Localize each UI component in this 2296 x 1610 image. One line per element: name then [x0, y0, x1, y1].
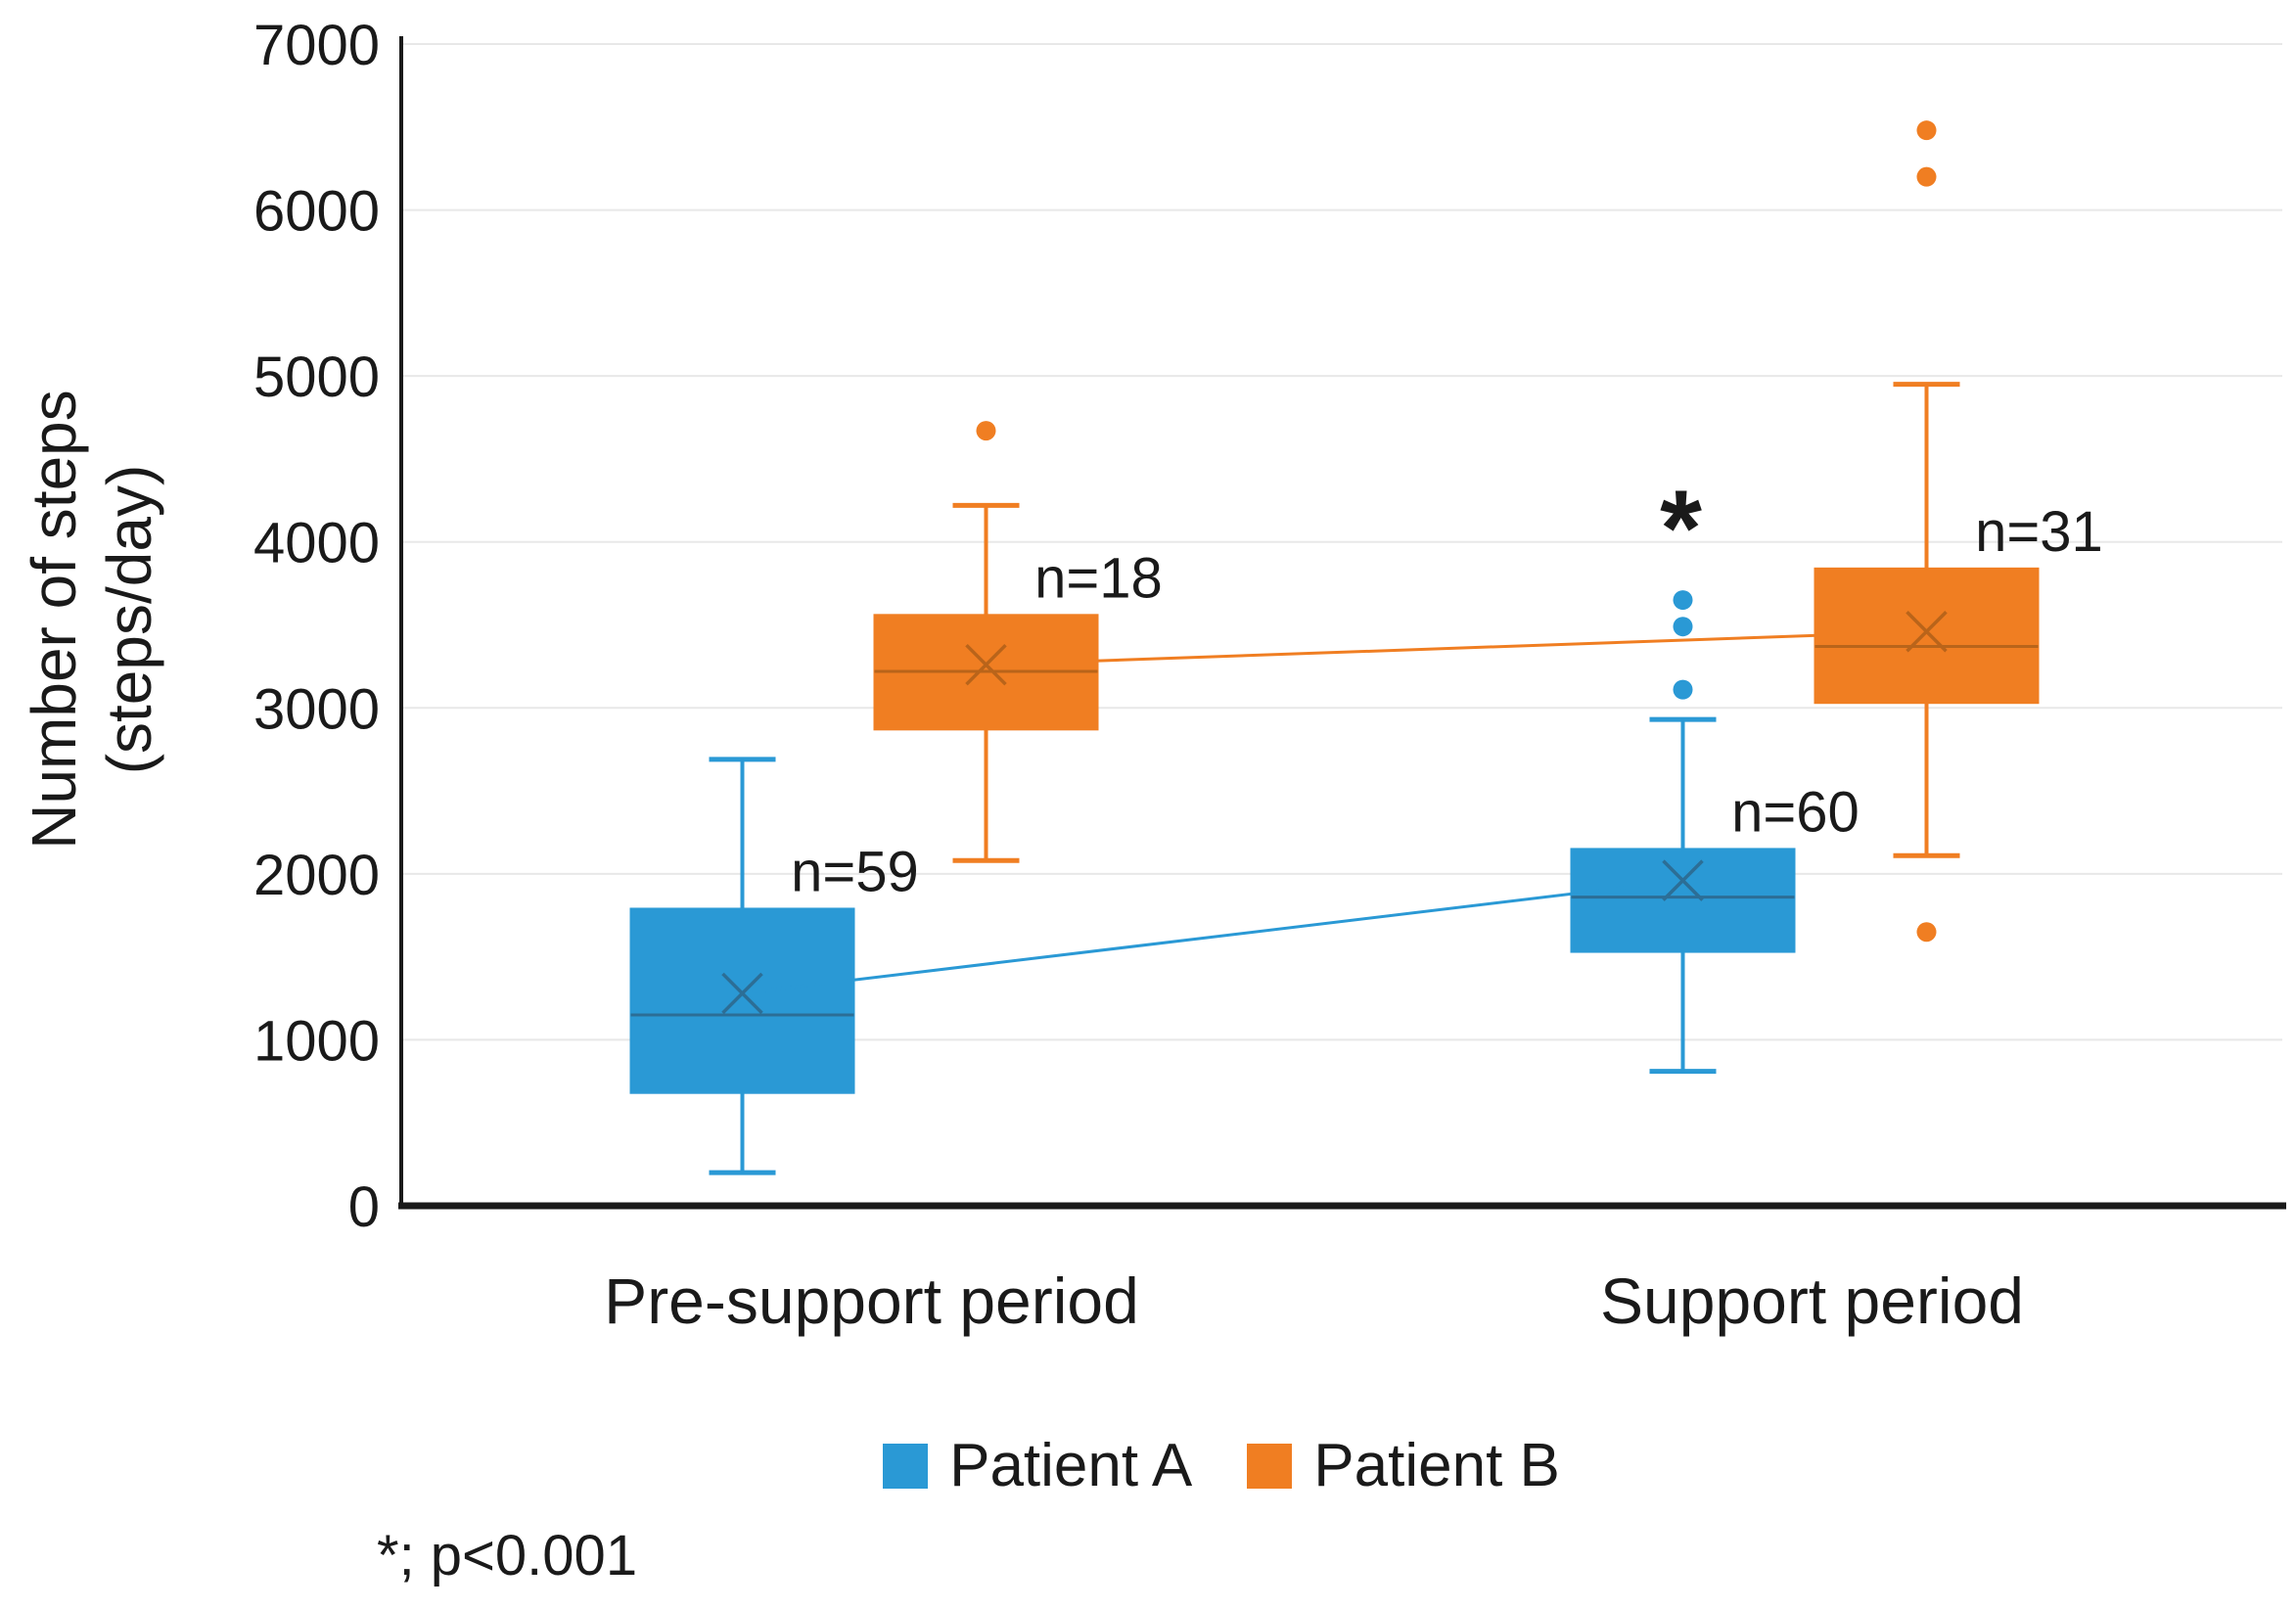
box-group-patient-b-1	[1814, 382, 2040, 858]
y-axis-title-line1: Number of steps	[19, 390, 89, 850]
n-label-n-60: n=60	[1731, 780, 1860, 844]
y-tick-label-5000: 5000	[253, 345, 380, 409]
mean-x-marker	[1662, 859, 1704, 901]
n-label-n-59: n=59	[791, 840, 919, 903]
legend-label-patient-a: Patient A	[949, 1432, 1193, 1499]
legend-item-patient-a: Patient A	[883, 1431, 1192, 1500]
n-label-n-18: n=18	[1034, 546, 1163, 610]
outlier-dot-1	[1673, 617, 1693, 637]
outlier-dot-2	[1916, 120, 1937, 141]
y-tick-label-7000: 7000	[253, 14, 380, 77]
outlier-dot-1	[1916, 166, 1937, 187]
significance-asterisk: *	[1660, 468, 1702, 588]
significance-footnote: *; p<0.001	[377, 1524, 638, 1587]
x-category-label-1: Support period	[1600, 1265, 2024, 1337]
legend-item-patient-b: Patient B	[1247, 1431, 1560, 1500]
outlier-dot-0	[1916, 922, 1937, 943]
mean-x-marker	[1906, 611, 1948, 653]
mean-x-marker	[721, 972, 763, 1015]
box-group-patient-a-0	[629, 757, 855, 1175]
x-category-label-0: Pre-support period	[604, 1265, 1139, 1337]
y-tick-label-4000: 4000	[253, 512, 380, 575]
box-group-patient-a-1	[1570, 716, 1796, 1075]
mean-x-marker	[965, 643, 1007, 686]
legend-swatch-patient-a	[883, 1443, 929, 1489]
iqr-box	[629, 907, 855, 1094]
box-group-patient-b-0	[873, 502, 1099, 863]
legend: Patient A Patient B	[0, 1431, 2296, 1500]
y-axis-title-line2: (steps/day)	[93, 464, 164, 775]
y-tick-label-1000: 1000	[253, 1009, 380, 1073]
y-tick-label-0: 0	[348, 1175, 380, 1239]
outlier-dot-0	[976, 421, 996, 441]
outlier-dot-0	[1673, 679, 1693, 700]
iqr-box	[1814, 567, 2040, 705]
y-tick-label-2000: 2000	[253, 844, 380, 907]
y-tick-label-3000: 3000	[253, 677, 380, 741]
mean-connector-patient-b	[986, 629, 1927, 667]
y-tick-label-6000: 6000	[253, 180, 380, 244]
legend-swatch-patient-b	[1247, 1443, 1293, 1489]
legend-label-patient-b: Patient B	[1313, 1432, 1560, 1499]
outlier-dot-2	[1673, 590, 1693, 611]
y-axis-title: Number of steps (steps/day)	[17, 267, 164, 972]
mean-connector-patient-a	[742, 879, 1683, 995]
n-label-n-31: n=31	[1975, 500, 2103, 564]
iqr-box	[1570, 848, 1796, 953]
